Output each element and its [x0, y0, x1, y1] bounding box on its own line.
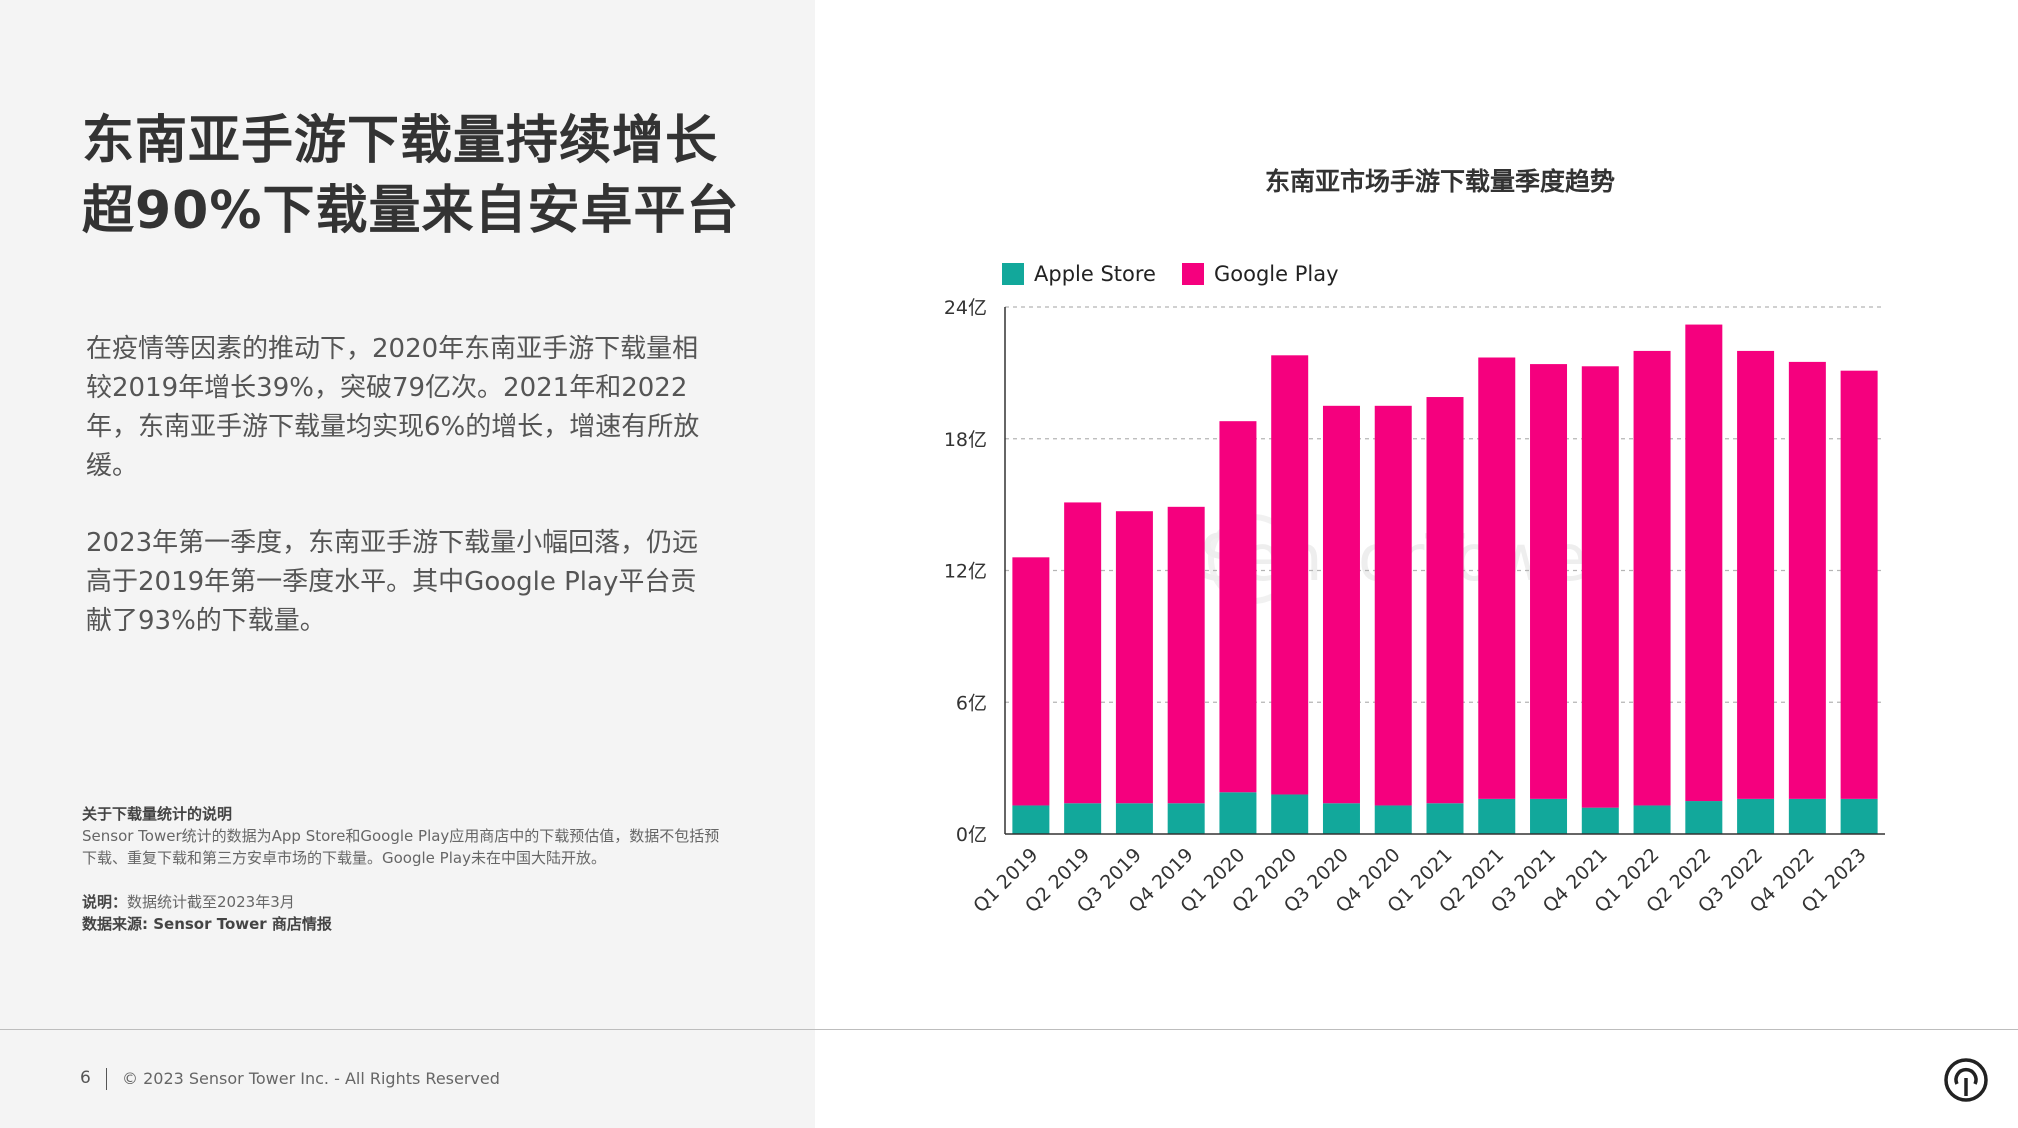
bar-apple-store [1426, 803, 1464, 834]
bar-google-play [1840, 370, 1878, 799]
body-paragraph-2: 2023年第一季度，东南亚手游下载量小幅回落，仍远高于2019年第一季度水平。其… [86, 528, 699, 636]
headline-line-2: 超90%下载量来自安卓平台 [82, 181, 740, 241]
y-tick-label: 0亿 [956, 824, 987, 846]
bar-apple-store [1737, 798, 1775, 834]
bar-google-play [1581, 366, 1619, 808]
legend-item-apple: Apple Store [1002, 262, 1156, 286]
notes: 关于下载量统计的说明 Sensor Tower统计的数据为App Store和G… [82, 803, 722, 935]
data-source: 数据来源: Sensor Tower 商店情报 [82, 915, 332, 933]
footer-divider [106, 1068, 107, 1090]
notes-stat-label: 说明： [82, 893, 128, 911]
left-panel: 东南亚手游下载量持续增长 超90%下载量来自安卓平台 在疫情等因素的推动下，20… [0, 0, 815, 1128]
copyright: © 2023 Sensor Tower Inc. - All Rights Re… [122, 1069, 500, 1088]
bar-google-play [1064, 502, 1102, 804]
y-tick-label: 12亿 [944, 561, 987, 583]
bar-apple-store [1167, 803, 1205, 834]
bar-apple-store [1012, 805, 1050, 834]
legend-swatch-google [1181, 263, 1204, 285]
notes-text: Sensor Tower统计的数据为App Store和Google Play应… [82, 827, 720, 867]
bar-google-play [1167, 506, 1205, 804]
bar-apple-store [1840, 798, 1878, 834]
legend-label-google: Google Play [1213, 262, 1339, 286]
y-tick-label: 24亿 [944, 297, 987, 319]
bar-google-play [1374, 405, 1412, 806]
bar-apple-store [1788, 798, 1826, 834]
bar-google-play [1633, 350, 1671, 806]
bar-google-play [1737, 350, 1775, 799]
bar-apple-store [1115, 803, 1153, 834]
notes-stat-text: 数据统计截至2023年3月 [127, 893, 295, 911]
bar-google-play [1271, 355, 1309, 795]
bar-apple-store [1219, 792, 1257, 834]
sensor-tower-logo-icon [1944, 1058, 1988, 1102]
legend-label-apple: Apple Store [1034, 262, 1156, 286]
bar-apple-store [1478, 798, 1516, 834]
chart-legend: Apple Store Google Play [1002, 262, 1365, 286]
footer-line [0, 1029, 2018, 1030]
chart-title: 东南亚市场手游下载量季度趋势 [1264, 167, 1615, 196]
bar-google-play [1219, 421, 1257, 793]
bar-google-play [1426, 397, 1464, 804]
bar-google-play [1530, 364, 1568, 799]
headline-line-1: 东南亚手游下载量持续增长 [82, 111, 719, 171]
page-number: 6 [80, 1068, 91, 1088]
notes-heading: 关于下载量统计的说明 [82, 805, 233, 823]
bar-google-play [1685, 324, 1723, 802]
legend-swatch-apple [1002, 263, 1024, 285]
bar-google-play [1478, 357, 1516, 799]
bar-google-play [1322, 405, 1360, 804]
bar-google-play [1012, 557, 1050, 806]
bar-apple-store [1322, 803, 1360, 834]
legend-item-google: Google Play [1181, 262, 1339, 286]
body-paragraph-1: 在疫情等因素的推动下，2020年东南亚手游下载量相较2019年增长39%，突破7… [86, 334, 700, 481]
bar-apple-store [1374, 805, 1412, 834]
bar-google-play [1115, 511, 1153, 804]
bar-apple-store [1685, 801, 1723, 834]
bar-apple-store [1633, 805, 1671, 834]
bar-google-play [1788, 361, 1826, 799]
bar-apple-store [1064, 803, 1102, 834]
bar-apple-store [1530, 798, 1568, 834]
bar-apple-store [1581, 807, 1619, 834]
y-tick-label: 18亿 [944, 429, 987, 451]
y-tick-label: 6亿 [956, 692, 987, 714]
bar-apple-store [1271, 794, 1309, 834]
body-text: 在疫情等因素的推动下，2020年东南亚手游下载量相较2019年增长39%，突破7… [86, 330, 716, 679]
